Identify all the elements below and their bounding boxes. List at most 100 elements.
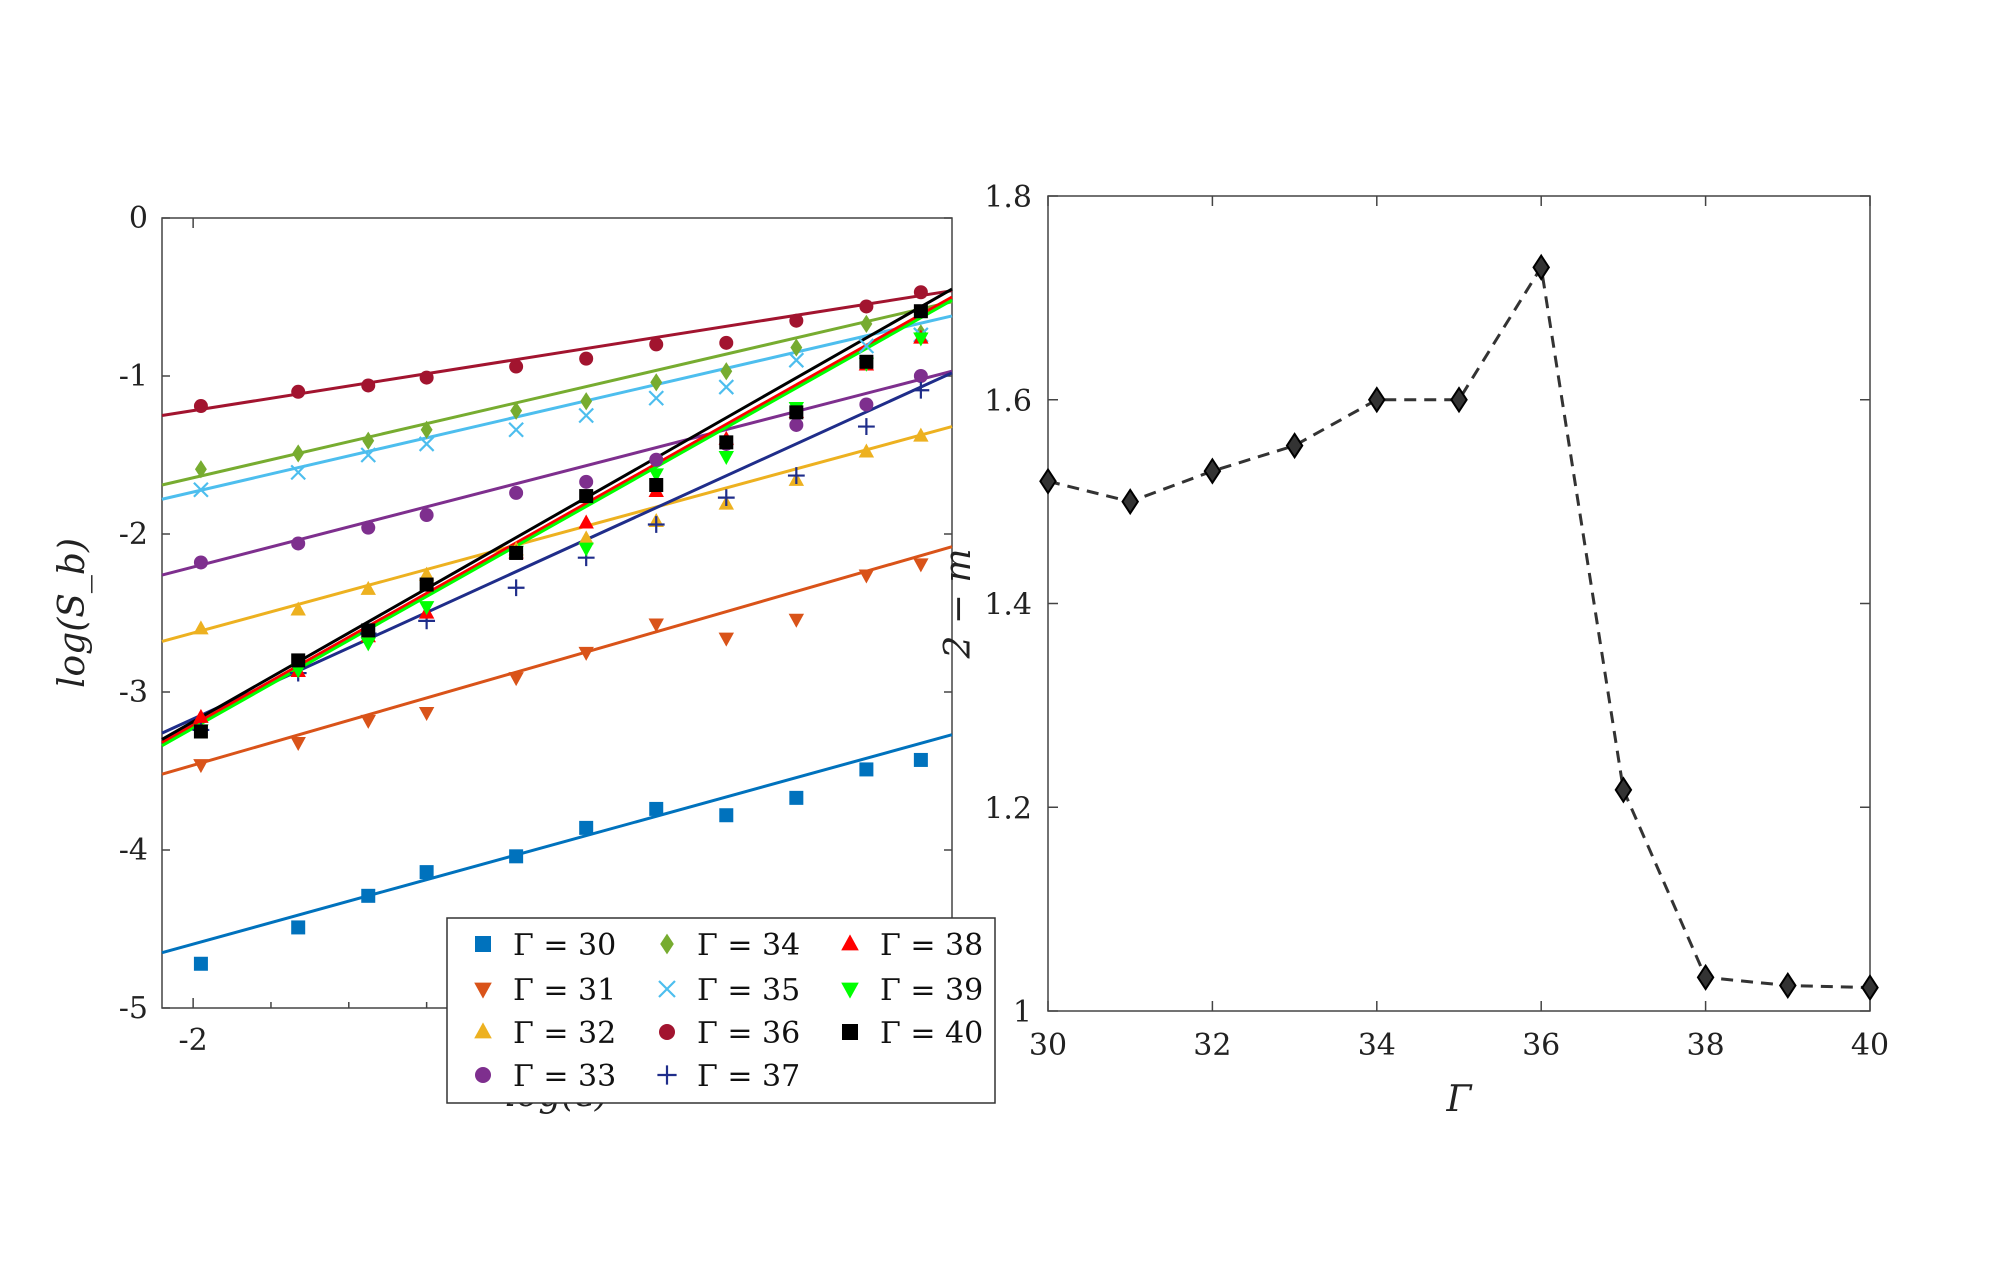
data-point (578, 514, 594, 529)
data-point (291, 384, 306, 399)
data-point (859, 354, 874, 369)
y-tick-label: -2 (119, 517, 148, 552)
fit-line (161, 425, 953, 643)
data-point (508, 672, 524, 687)
data-point (1121, 488, 1140, 516)
data-point (720, 362, 733, 381)
data-point (578, 407, 594, 424)
data-point (509, 849, 524, 864)
plot-area (161, 217, 953, 1009)
legend-marker (659, 1024, 675, 1040)
data-point (291, 653, 306, 668)
data-point (291, 536, 306, 551)
data-point (650, 373, 663, 392)
data-point (361, 520, 376, 535)
data-point (360, 637, 376, 652)
legend-label: Γ = 31 (513, 973, 616, 1008)
legend-marker (841, 934, 859, 951)
data-point (718, 450, 734, 465)
data-point (360, 714, 376, 729)
legend-marker (475, 936, 491, 952)
data-point (193, 399, 208, 414)
data-point (913, 752, 928, 767)
data-point (362, 431, 375, 450)
data-point (360, 580, 376, 595)
data-point (789, 790, 804, 805)
data-point (507, 579, 525, 597)
data-point (579, 489, 594, 504)
y-tick-label: 0 (129, 201, 148, 236)
legend-label: Γ = 33 (513, 1059, 616, 1094)
legend-marker (657, 1065, 677, 1085)
legend-marker (475, 1067, 491, 1083)
data-point (360, 447, 377, 463)
data-point (647, 516, 665, 533)
data-point (648, 390, 665, 406)
data-point (648, 618, 664, 633)
data-point (788, 352, 805, 368)
data-point (719, 335, 734, 350)
y-axis-label: log(S_b) (52, 538, 93, 688)
legend-marker (660, 933, 674, 955)
data-point (578, 646, 594, 661)
data-point (579, 351, 594, 366)
data-point (860, 314, 873, 333)
legend-box (446, 917, 996, 1104)
legend-marker (474, 1022, 492, 1039)
data-point (579, 474, 594, 489)
data-point (859, 762, 874, 777)
data-point (290, 736, 306, 751)
data-point (193, 708, 209, 723)
data-point (510, 401, 523, 420)
x-tick-label: 30 (1029, 1028, 1067, 1063)
legend-marker (474, 982, 492, 999)
y-tick-label: -1 (119, 359, 148, 394)
data-point (718, 632, 734, 647)
fit-line (161, 545, 953, 776)
data-point (290, 464, 306, 481)
y-axis-label: 2 − m (938, 548, 979, 659)
data-point (787, 467, 805, 484)
data-point (649, 452, 664, 467)
data-point (361, 623, 376, 638)
fit-line (161, 733, 953, 955)
data-point (193, 555, 208, 570)
legend-label: Γ = 35 (697, 973, 800, 1008)
data-point (718, 379, 735, 395)
data-point (361, 378, 376, 393)
data-point (717, 489, 735, 507)
data-point (290, 601, 306, 616)
data-point (193, 724, 208, 739)
legend-label: Γ = 37 (697, 1059, 800, 1094)
data-point (418, 601, 435, 616)
data-point (913, 285, 928, 300)
data-point (1532, 253, 1551, 281)
data-point (858, 569, 875, 584)
y-tick-label: 1 (1013, 995, 1032, 1030)
data-point (419, 577, 434, 592)
legend-label: Γ = 30 (513, 928, 616, 963)
data-point (578, 530, 594, 545)
data-point (509, 485, 524, 500)
data-point (913, 369, 928, 383)
legend-label: Γ = 40 (880, 1016, 983, 1051)
legend-label: Γ = 32 (513, 1016, 616, 1051)
data-point (648, 468, 664, 483)
data-point (290, 664, 306, 679)
data-point (418, 706, 435, 721)
y-tick-label: -5 (119, 991, 148, 1026)
data-point (912, 381, 930, 399)
y-tick-label: 1.6 (984, 384, 1032, 419)
data-point (292, 444, 305, 463)
legend-label: Γ = 36 (697, 1016, 800, 1051)
data-point (649, 478, 664, 493)
data-point (193, 620, 209, 635)
data-point (418, 566, 435, 581)
data-point (913, 558, 929, 573)
x-axis-label: Γ (1446, 1079, 1474, 1120)
data-point (420, 420, 433, 439)
data-point (859, 397, 874, 412)
y-tick-label: 1.2 (984, 791, 1032, 826)
x-tick-label: 38 (1687, 1028, 1725, 1063)
data-point (579, 820, 594, 835)
